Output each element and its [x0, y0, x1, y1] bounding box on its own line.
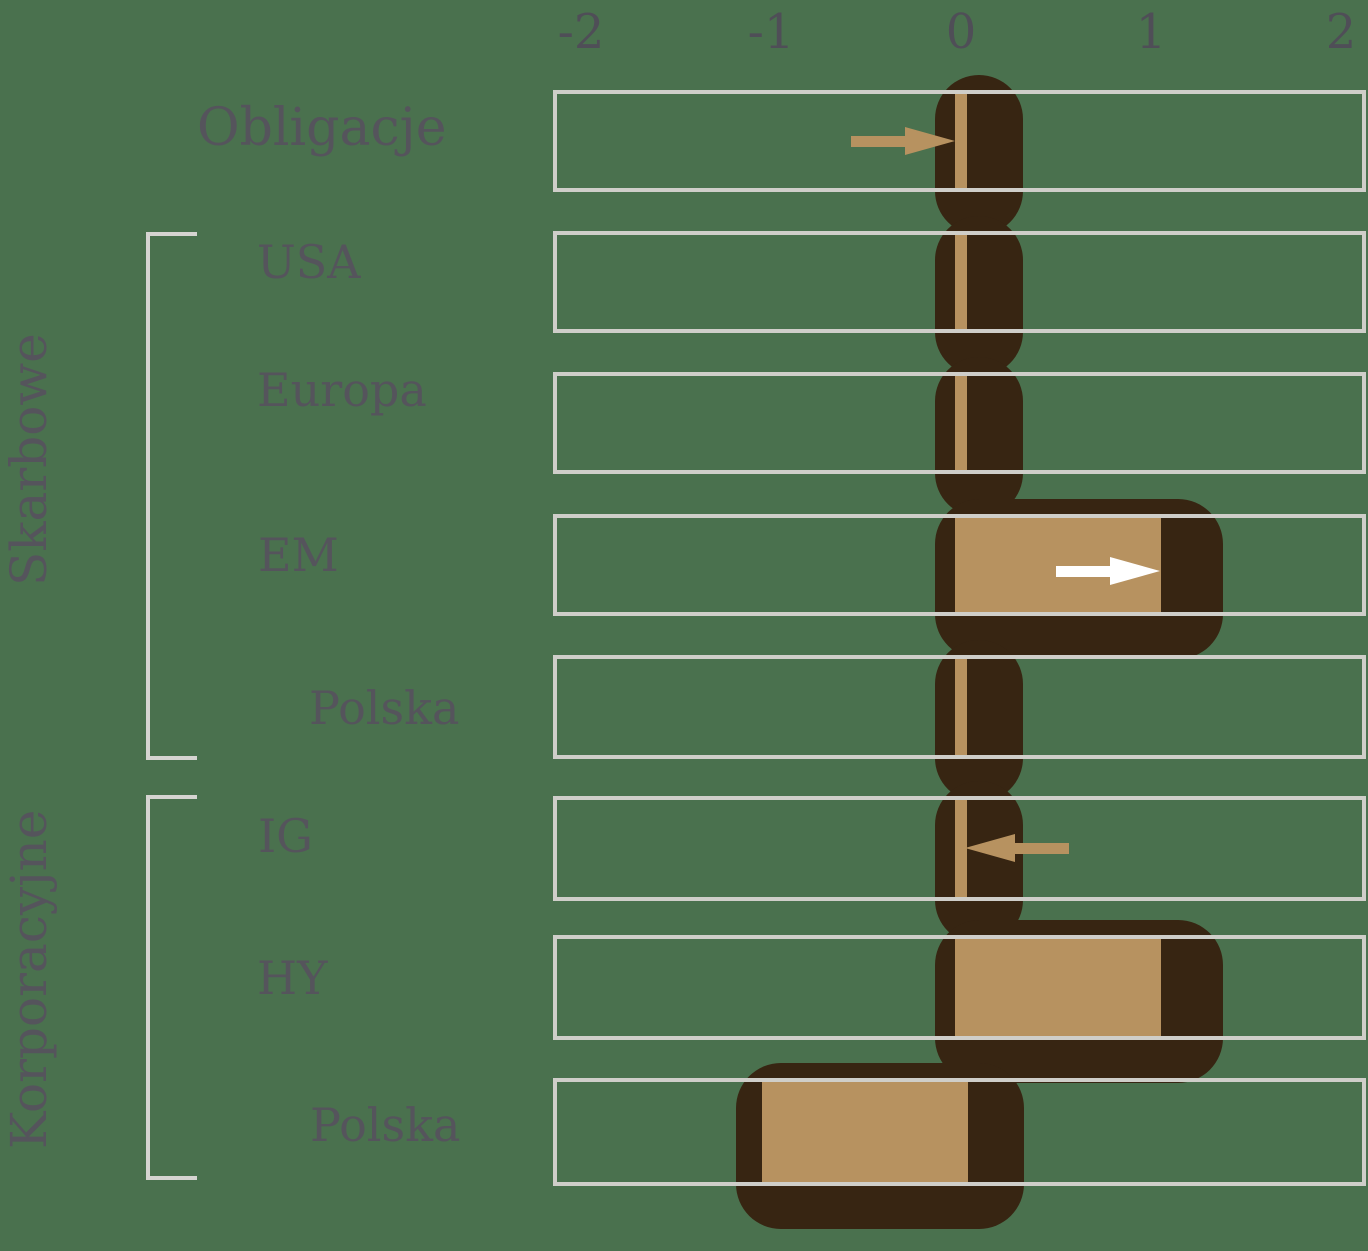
row-label: HY — [257, 951, 328, 1005]
group-label-skarbowe: Skarbowe — [0, 333, 58, 587]
arrow-right-icon — [1110, 557, 1160, 585]
bar-fill — [955, 94, 967, 188]
skarbowe-bracket-top-tick — [146, 232, 197, 236]
korporacyjne-bracket-line — [146, 795, 150, 1180]
row-label: EM — [258, 528, 339, 582]
arrow-right-icon — [1056, 566, 1112, 577]
x-tick-label: -2 — [557, 4, 605, 60]
row-label: Polska — [310, 1098, 461, 1152]
arrow-right-icon — [905, 127, 955, 155]
bar-fill — [955, 939, 1161, 1036]
bar-shadow-blob — [935, 75, 1023, 235]
row-label: Obligacje — [197, 98, 447, 158]
row-gridline-box — [553, 514, 1366, 616]
row-label: USA — [257, 235, 361, 289]
row-gridline-box — [553, 935, 1366, 1040]
bar-fill — [955, 235, 967, 329]
row-label: IG — [258, 809, 313, 863]
group-label-korporacyjne: Korporacyjne — [0, 809, 58, 1149]
x-tick-label: -1 — [747, 4, 795, 60]
korporacyjne-bracket-bottom-tick — [146, 1176, 197, 1180]
arrow-right-icon — [851, 136, 907, 147]
bar-shadow-blob — [935, 357, 1023, 517]
row-gridline-box — [553, 90, 1366, 192]
x-tick-label: 0 — [945, 4, 977, 60]
bar-fill — [955, 376, 967, 470]
bar-shadow-blob — [935, 216, 1023, 376]
bar-fill — [762, 1082, 968, 1182]
x-tick-label: 2 — [1325, 4, 1357, 60]
bar-shadow-blob — [935, 640, 1023, 802]
bar-fill — [955, 800, 967, 897]
row-label: Europa — [257, 363, 427, 417]
row-gridline-box — [553, 655, 1366, 759]
row-gridline-box — [553, 796, 1366, 901]
korporacyjne-bracket-top-tick — [146, 795, 197, 799]
arrow-left-icon — [965, 834, 1015, 862]
bar-shadow-blob — [935, 781, 1023, 944]
skarbowe-bracket-line — [146, 232, 150, 760]
skarbowe-bracket-bottom-tick — [146, 756, 197, 760]
x-tick-label: 1 — [1135, 4, 1167, 60]
row-gridline-box — [553, 1078, 1366, 1186]
row-gridline-box — [553, 372, 1366, 474]
row-label: Polska — [309, 681, 460, 735]
arrow-left-icon — [1013, 843, 1069, 854]
bar-fill — [955, 659, 967, 755]
row-gridline-box — [553, 231, 1366, 333]
